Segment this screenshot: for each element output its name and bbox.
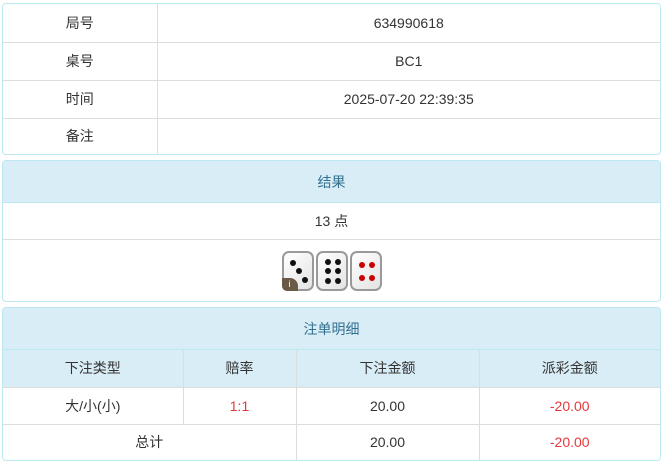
die-3[interactable]: i xyxy=(281,250,314,291)
die-4 xyxy=(349,250,382,291)
die-pip xyxy=(295,267,302,274)
die-pip xyxy=(289,259,296,266)
result-panel: 结果 13 点 i xyxy=(2,160,661,302)
die-pip xyxy=(358,274,365,281)
bets-panel: 注单明细 下注类型 赔率 下注金额 派彩金额 大/小(小) 1:1 20.00 … xyxy=(2,307,661,461)
result-points: 13 点 xyxy=(3,203,660,240)
value-remark xyxy=(156,117,660,154)
table-row: 局号 634990618 xyxy=(3,4,660,43)
total-payout: -20.00 xyxy=(478,423,660,460)
die-pip xyxy=(358,261,365,268)
total-amount: 20.00 xyxy=(295,423,480,460)
die-pip xyxy=(324,277,331,284)
die-pip xyxy=(334,277,341,284)
label-remark: 备注 xyxy=(3,117,158,154)
value-table: BC1 xyxy=(156,41,660,81)
bet-amount: 20.00 xyxy=(295,386,480,425)
bets-title: 注单明细 xyxy=(3,308,660,350)
bet-payout: -20.00 xyxy=(478,386,660,425)
die-pip xyxy=(368,274,375,281)
bet-type: 大/小(小) xyxy=(3,386,184,425)
total-label: 总计 xyxy=(3,423,297,460)
table-header-row: 下注类型 赔率 下注金额 派彩金额 xyxy=(3,350,660,388)
table-row: 备注 xyxy=(3,117,660,154)
header-payout: 派彩金额 xyxy=(478,350,660,388)
die-pip xyxy=(324,258,331,265)
bets-table: 下注类型 赔率 下注金额 派彩金额 大/小(小) 1:1 20.00 -20.0… xyxy=(3,350,660,460)
label-table: 桌号 xyxy=(3,41,158,81)
header-bet-type: 下注类型 xyxy=(3,350,184,388)
die-pip xyxy=(324,267,331,274)
die-6 xyxy=(315,250,348,291)
label-round: 局号 xyxy=(3,4,158,43)
result-title: 结果 xyxy=(3,161,660,203)
info-icon[interactable]: i xyxy=(281,277,298,291)
value-round: 634990618 xyxy=(156,4,660,43)
total-row: 总计 20.00 -20.00 xyxy=(3,423,660,460)
info-panel: 局号 634990618 桌号 BC1 时间 2025-07-20 22:39:35 … xyxy=(2,3,661,155)
header-amount: 下注金额 xyxy=(295,350,480,388)
die-pip xyxy=(334,258,341,265)
info-table: 局号 634990618 桌号 BC1 时间 2025-07-20 22:39:35 … xyxy=(3,4,660,154)
dice-row: i xyxy=(3,240,660,301)
header-odds: 赔率 xyxy=(182,350,297,388)
label-time: 时间 xyxy=(3,79,158,119)
bet-odds: 1:1 xyxy=(182,386,297,425)
table-row: 时间 2025-07-20 22:39:35 xyxy=(3,79,660,119)
value-time: 2025-07-20 22:39:35 xyxy=(156,79,660,119)
die-pip xyxy=(368,261,375,268)
table-row: 大/小(小) 1:1 20.00 -20.00 xyxy=(3,386,660,425)
die-pip xyxy=(301,276,308,283)
die-pip xyxy=(334,267,341,274)
table-row: 桌号 BC1 xyxy=(3,41,660,81)
